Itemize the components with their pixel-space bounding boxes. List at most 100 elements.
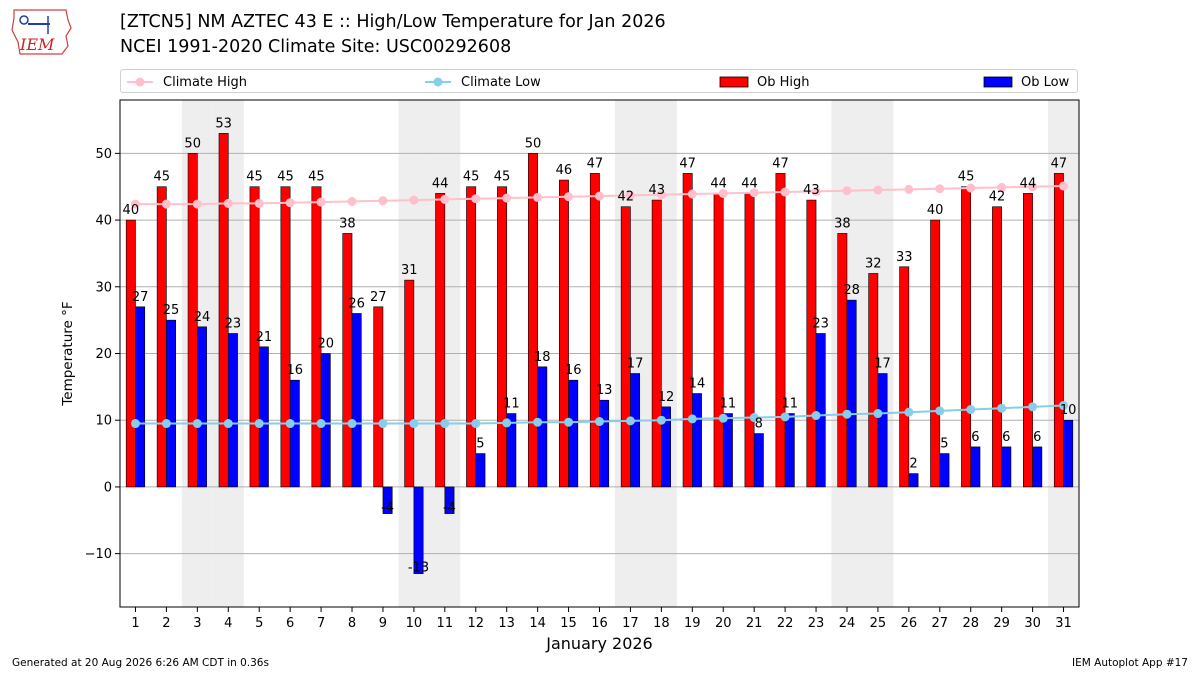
ob-low-label-10: -13 [408,561,429,576]
x-tick-label-23: 23 [808,616,825,631]
climate-high-point-12 [471,194,481,204]
climate-low-point-20 [718,413,728,423]
ob-low-label-21: 8 [755,417,763,432]
ob-low-bar-31 [1063,419,1074,488]
x-tick-label-29: 29 [993,616,1010,631]
ob-low-bar-14 [537,366,548,488]
climate-high-point-22 [780,187,790,197]
climate-high-point-18 [656,190,666,200]
ob-low-label-5: 21 [256,330,273,345]
climate-low-point-11 [440,419,450,429]
climate-high-point-9 [378,196,388,206]
ob-low-label-28: 6 [971,430,979,445]
ob-high-bar-4 [218,133,229,488]
ob-high-bar-27 [930,219,941,488]
ob-low-label-11: -4 [443,501,456,516]
climate-high-point-28 [966,183,976,193]
x-tick-label-5: 5 [255,616,263,631]
y-tick-label--10: −10 [85,547,112,562]
ob-low-bar-3 [197,326,207,488]
ob-high-bar-18 [651,199,662,488]
ob-low-bar-10 [413,486,424,574]
x-tick-label-1: 1 [131,616,139,631]
ob-low-bar-1 [135,306,146,488]
climate-high-swatch [127,77,153,87]
x-tick-label-9: 9 [379,616,387,631]
climate-high-point-13 [502,193,512,203]
ob-high-swatch [719,76,749,88]
ob-low-label-19: 14 [689,377,706,392]
ob-high-label-24: 38 [834,216,851,231]
ob-low-swatch [983,76,1013,88]
climate-high-point-11 [440,194,450,204]
ob-low-bar-30 [1032,446,1043,488]
climate-low-point-27 [935,406,945,416]
ob-low-label-13: 11 [503,397,520,412]
climate-low-point-23 [811,411,821,421]
ob-low-bar-21 [753,433,764,488]
x-tick-label-27: 27 [932,616,949,631]
climate-low-point-1 [130,419,140,429]
x-tick-label-6: 6 [286,616,294,631]
y-tick-label-10: 10 [95,414,112,429]
ob-high-bar-13 [497,186,507,488]
x-tick-label-21: 21 [746,616,763,631]
x-tick-label-31: 31 [1055,616,1072,631]
climate-high-point-15 [564,192,574,202]
climate-high-point-27 [935,184,945,194]
y-tick-label-30: 30 [95,280,112,295]
ob-low-label-15: 16 [565,363,582,378]
climate-low-point-5 [254,419,264,429]
climate-high-point-26 [904,184,914,194]
generated-note: Generated at 20 Aug 2026 6:26 AM CDT in … [12,657,269,669]
ob-low-label-8: 26 [348,296,365,311]
ob-low-label-27: 5 [940,437,948,452]
climate-high-point-31 [1059,181,1069,191]
ob-high-label-20: 44 [710,176,727,191]
ob-low-label-7: 20 [317,337,334,352]
climate-high-point-8 [347,196,357,206]
climate-high-point-6 [285,198,295,208]
climate-low-point-25 [873,409,883,419]
ob-high-label-13: 45 [494,170,511,185]
climate-low-point-17 [625,416,635,426]
climate-high-point-7 [316,197,326,207]
ob-high-bar-10 [404,279,415,488]
climate-high-point-3 [192,199,202,209]
ob-high-label-26: 33 [896,250,913,265]
app-note: IEM Autoplot App #17 [1072,657,1188,669]
ob-high-label-12: 45 [463,170,480,185]
ob-low-bar-9 [382,486,393,514]
ob-low-bar-22 [784,413,795,488]
ob-high-label-27: 40 [927,203,944,218]
ob-high-bar-20 [713,193,724,488]
ob-high-label-23: 43 [803,183,820,198]
ob-low-label-24: 28 [843,283,860,298]
climate-low-point-14 [533,417,543,427]
x-tick-label-4: 4 [224,616,232,631]
ob-high-label-2: 45 [153,170,170,185]
ob-low-label-22: 11 [781,397,798,412]
climate-low-point-4 [223,419,233,429]
chart-title: [ZTCN5] NM AZTEC 43 E :: High/Low Temper… [120,12,666,32]
ob-low-bar-28 [970,446,981,488]
ob-high-label-14: 50 [525,136,542,151]
ob-high-label-15: 46 [556,163,573,178]
x-tick-label-3: 3 [193,616,201,631]
ob-low-label-30: 6 [1033,430,1041,445]
chart-subtitle: NCEI 1991-2020 Climate Site: USC00292608 [120,37,512,57]
ob-high-label-31: 47 [1051,156,1068,171]
legend-label-ob-low: Ob Low [1021,74,1070,90]
ob-low-bar-25 [877,373,888,488]
climate-high-point-16 [595,191,604,201]
ob-high-bar-3 [187,153,198,488]
y-axis-label: Temperature °F [60,301,76,406]
ob-low-bar-20 [722,413,733,488]
ob-high-bar-22 [775,173,786,488]
ob-low-bar-13 [506,413,517,488]
ob-low-bar-26 [908,473,919,488]
ob-high-label-21: 44 [741,176,758,191]
x-tick-label-26: 26 [901,616,918,631]
ob-high-bar-12 [466,186,477,488]
x-tick-label-7: 7 [317,616,325,631]
